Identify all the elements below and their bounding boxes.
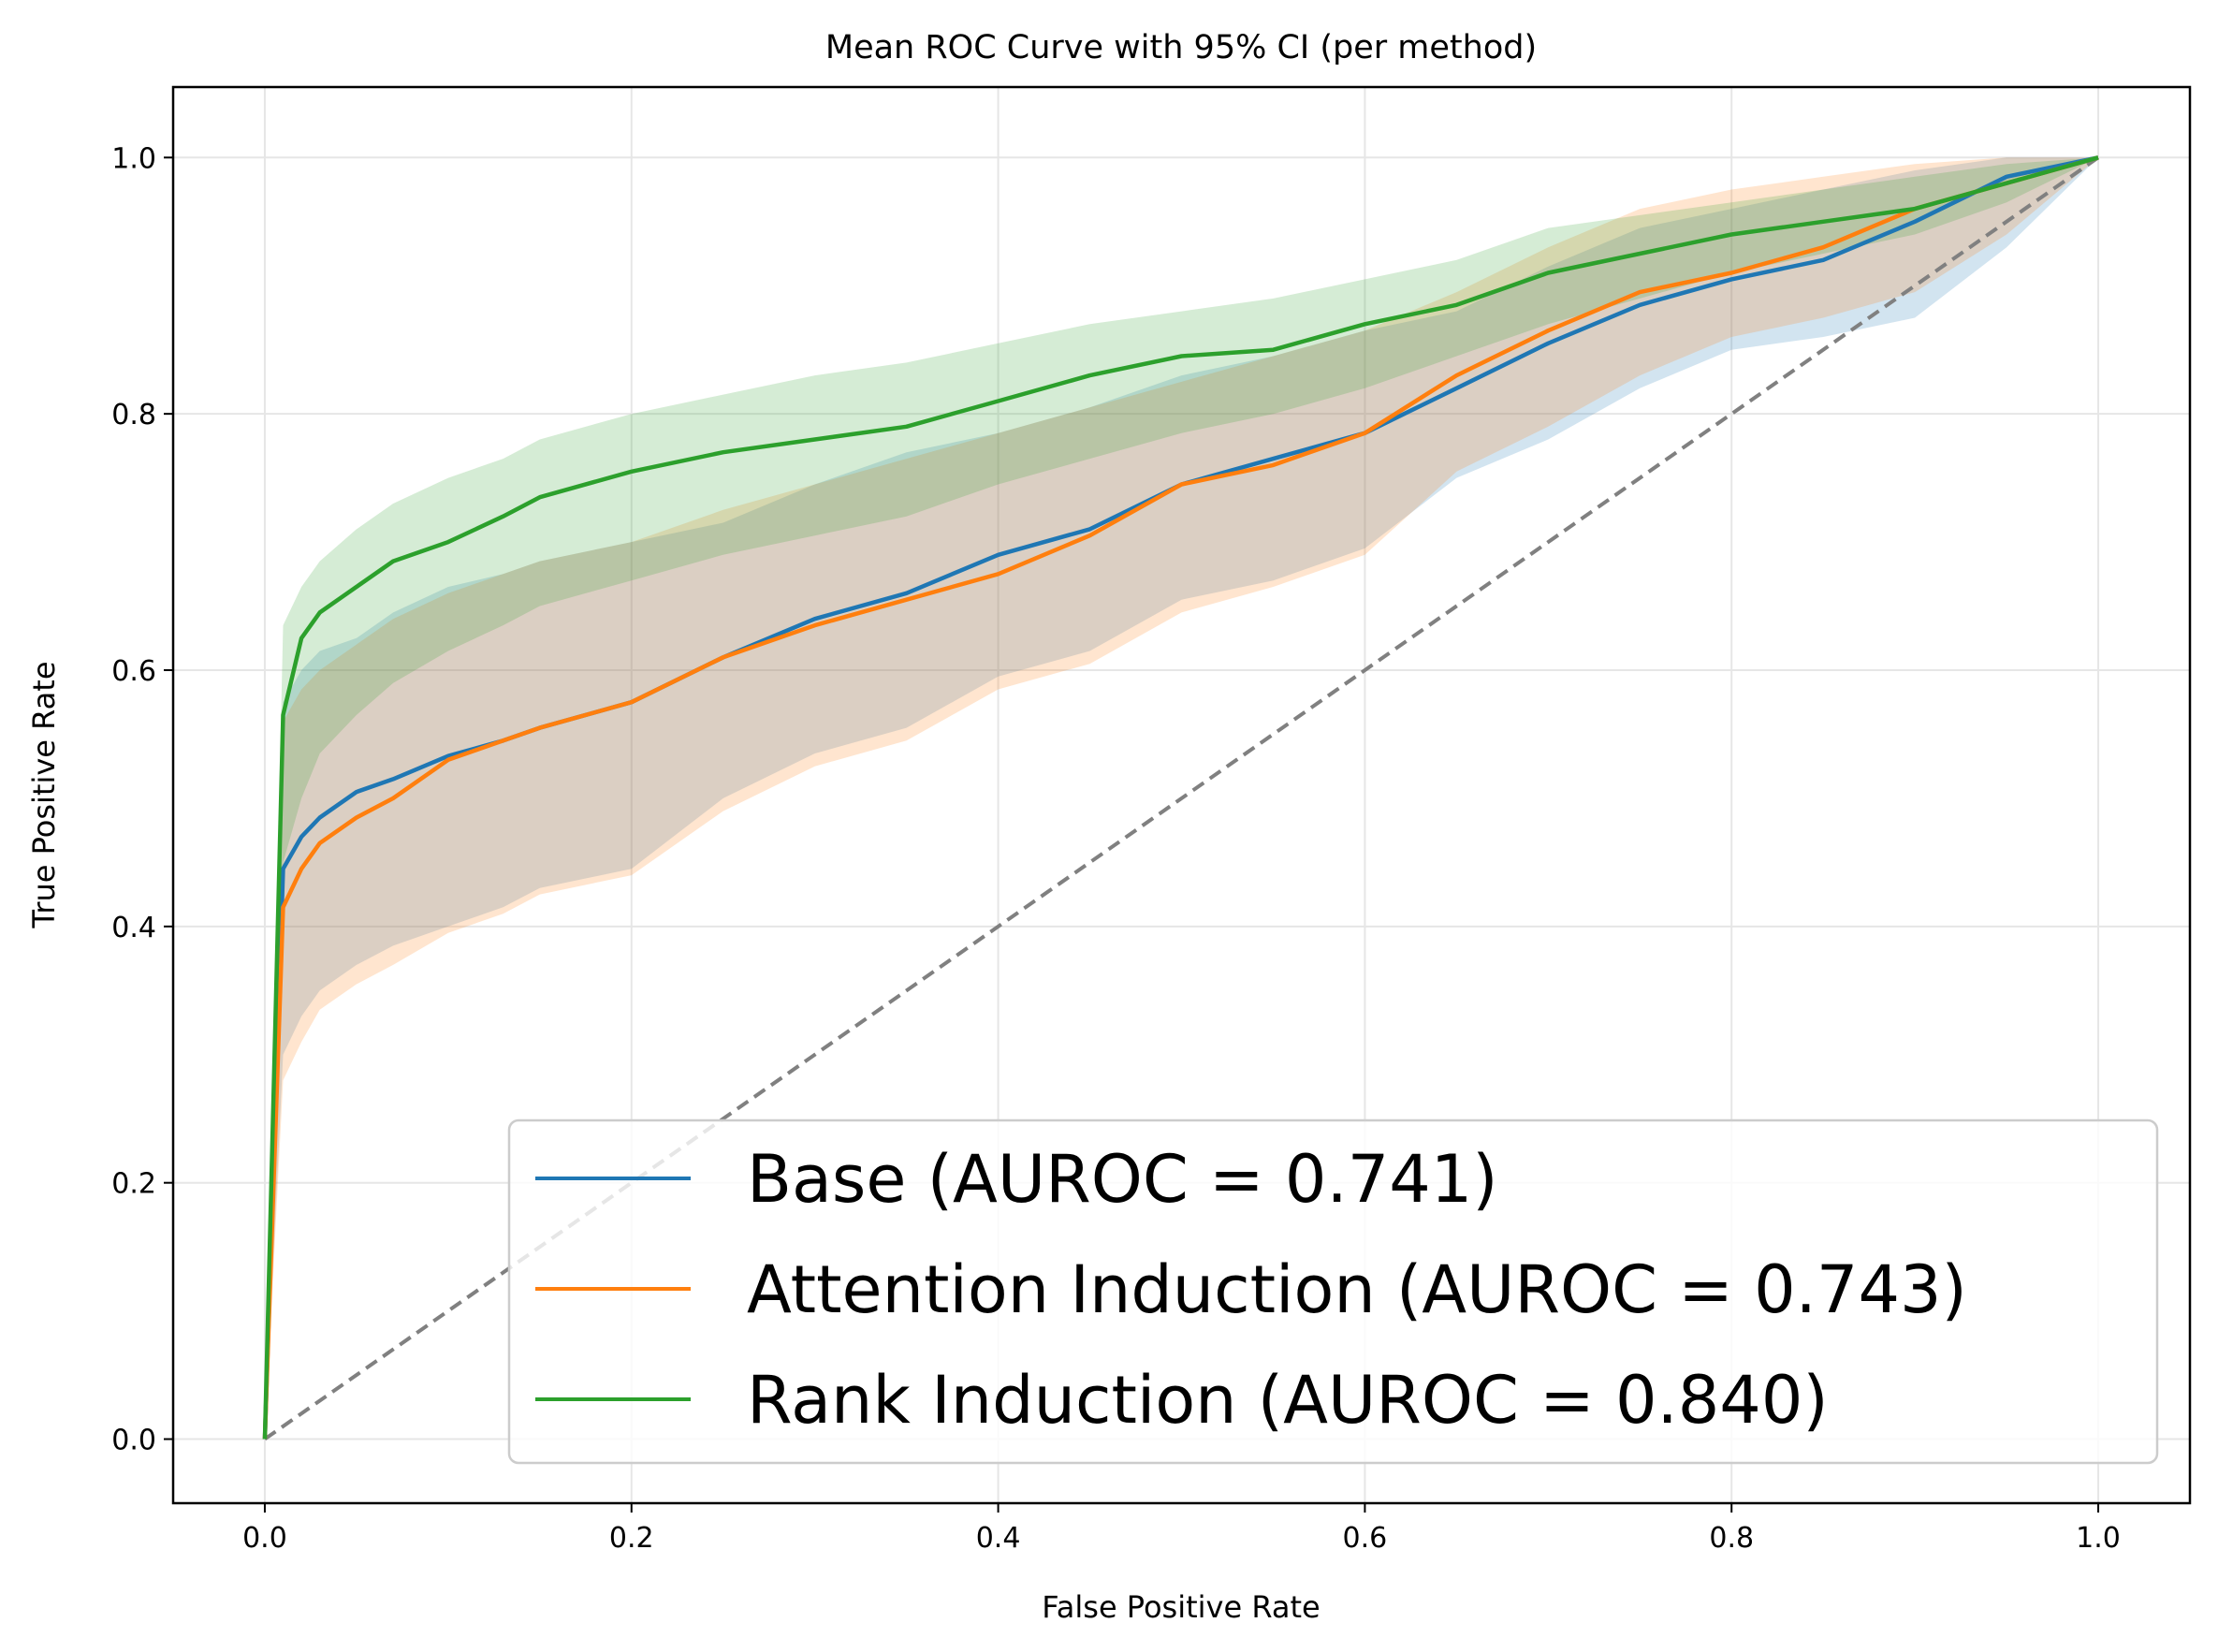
y-tick-label: 0.0 <box>111 1425 156 1457</box>
y-axis-label: True Positive Rate <box>26 661 62 928</box>
ci-band-attention-induction <box>265 157 2098 1440</box>
legend-frame <box>507 1118 2159 1465</box>
ci-band-rank-induction <box>265 157 2098 1440</box>
plot-frame <box>171 85 2192 1505</box>
y-tick-label: 0.2 <box>111 1168 156 1201</box>
series-lines <box>262 155 2099 1440</box>
ci-band-base <box>265 157 2098 1440</box>
x-tick-label: 1.0 <box>2076 1522 2121 1555</box>
series-line-rank-induction <box>262 155 2099 1440</box>
x-axis-ticks: 0.0 0.2 0.4 0.6 0.8 1.0 <box>242 1503 2121 1555</box>
legend-label-attention-induction: Attention Induction (AUROC = 0.743) <box>747 1251 1967 1328</box>
legend-label-rank-induction: Rank Induction (AUROC = 0.840) <box>747 1362 1829 1439</box>
series-line-base <box>262 155 2099 1440</box>
x-tick-label: 0.8 <box>1709 1522 1754 1555</box>
legend: Base (AUROC = 0.741) Attention Induction… <box>507 1118 2159 1465</box>
x-tick-label: 0.6 <box>1343 1522 1388 1555</box>
x-tick-label: 0.0 <box>242 1522 287 1555</box>
legend-label-base: Base (AUROC = 0.741) <box>747 1141 1498 1218</box>
y-tick-label: 0.4 <box>111 912 156 944</box>
x-tick-label: 0.2 <box>609 1522 654 1555</box>
chart-title: Mean ROC Curve with 95% CI (per method) <box>825 29 1537 66</box>
y-tick-label: 0.6 <box>111 655 156 688</box>
x-tick-label: 0.4 <box>976 1522 1021 1555</box>
x-axis-label: False Positive Rate <box>1042 1589 1320 1625</box>
confidence-bands <box>265 157 2098 1440</box>
y-tick-label: 1.0 <box>111 142 156 175</box>
series-line-attention-induction <box>262 155 2099 1440</box>
y-tick-label: 0.8 <box>111 399 156 431</box>
y-axis-ticks: 0.0 0.2 0.4 0.6 0.8 1.0 <box>111 142 173 1457</box>
